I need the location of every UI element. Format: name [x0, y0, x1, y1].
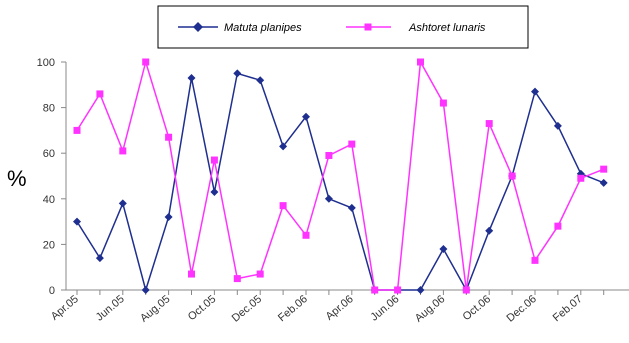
series-layer: [73, 58, 608, 294]
legend-label-ashtoret: Ashtoret lunaris: [408, 22, 486, 34]
data-point: [141, 286, 150, 294]
data-point: [417, 58, 424, 66]
x-tick-label: Oct.05: [186, 293, 219, 323]
legend-item-matuta: Matuta planipes: [178, 22, 302, 34]
data-point: [210, 187, 219, 196]
x-tick-label: Jun.06: [369, 293, 402, 323]
data-point: [348, 140, 356, 148]
x-tick-label: Jun.05: [94, 293, 127, 323]
data-point: [165, 133, 173, 141]
data-point: [531, 87, 539, 96]
data-point: [325, 151, 333, 159]
data-point: [577, 174, 585, 182]
legend-label-matuta: Matuta planipes: [224, 22, 302, 34]
y-tick-label: 80: [43, 103, 55, 115]
x-tick-label: Feb.07: [551, 293, 585, 324]
data-point: [118, 199, 127, 208]
y-tick-label: 0: [49, 285, 55, 297]
y-tick-label: 40: [43, 194, 55, 206]
data-point: [142, 58, 150, 66]
x-ticks: Apr.05 Jun.05 Aug.05 Oct.05 Dec.05 Feb.06 Apr.…: [49, 290, 605, 325]
data-point: [73, 217, 81, 226]
data-point: [553, 121, 562, 130]
legend: Matuta planipes Ashtoret lunaris: [157, 5, 529, 49]
series-matuta-planipes: [73, 69, 608, 294]
series-line: [76, 59, 604, 291]
data-point: [439, 99, 447, 107]
data-point: [439, 244, 448, 253]
data-point: [508, 172, 516, 180]
data-point: [462, 286, 470, 294]
data-point: [599, 178, 608, 187]
x-tick-label: Oct.06: [461, 293, 494, 323]
data-point: [187, 73, 196, 82]
x-tick-label: Aug.05: [138, 293, 172, 325]
data-point: [188, 270, 195, 278]
data-point: [96, 90, 104, 98]
data-point: [302, 231, 310, 239]
data-point: [600, 165, 608, 173]
x-tick-label: Feb.06: [276, 293, 310, 324]
data-point: [233, 69, 242, 78]
x-tick-label: Apr.05: [49, 293, 81, 323]
data-point: [256, 76, 265, 85]
data-point: [302, 112, 310, 121]
legend-marker-matuta: [193, 22, 203, 32]
data-point: [279, 202, 287, 210]
legend-marker-ashtoret: [364, 23, 372, 31]
data-point: [256, 270, 264, 278]
y-axis-label: %: [7, 166, 27, 191]
data-point: [164, 213, 173, 222]
legend-item-ashtoret: Ashtoret lunaris: [346, 22, 486, 34]
y-tick-label: 60: [43, 148, 55, 160]
series-line: [76, 72, 604, 293]
data-point: [554, 222, 562, 230]
data-point: [485, 226, 494, 235]
y-tick-label: 20: [43, 239, 55, 251]
data-point: [394, 286, 402, 294]
data-point: [210, 156, 218, 164]
data-point: [416, 286, 425, 294]
data-point: [119, 147, 127, 155]
x-tick-label: Aug.06: [413, 293, 447, 325]
x-tick-label: Dec.06: [505, 293, 539, 325]
data-point: [95, 254, 104, 263]
data-point: [371, 286, 379, 294]
data-point: [347, 203, 356, 212]
data-point: [531, 256, 539, 264]
x-tick-label: Dec.05: [230, 293, 264, 325]
x-tick-label: Apr.06: [324, 293, 356, 323]
legend-box: [157, 5, 529, 49]
data-point: [324, 194, 333, 203]
data-point: [485, 120, 493, 128]
data-point: [73, 126, 81, 134]
data-point: [279, 142, 288, 151]
y-ticks: 0 20 40 60 80 100: [37, 57, 66, 297]
data-point: [233, 275, 241, 283]
series-ashtoret-lunaris: [73, 58, 608, 294]
y-tick-label: 100: [37, 57, 55, 69]
